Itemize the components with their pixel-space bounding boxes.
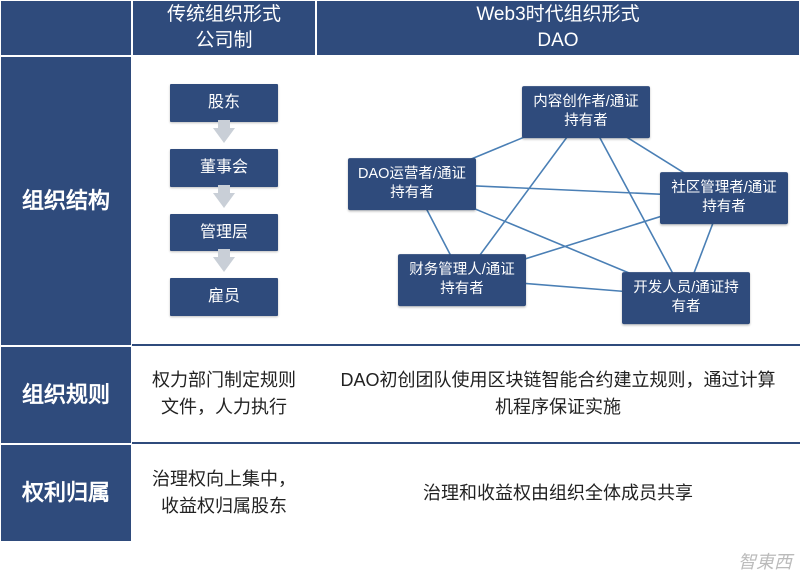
header-traditional: 传统组织形式公司制: [132, 0, 316, 56]
hierarchy-node: 管理层: [170, 214, 278, 252]
network-node: 内容创作者/通证持有者: [522, 86, 650, 138]
network-node: 社区管理者/通证持有者: [660, 172, 788, 224]
rowlabel-rules: 组织规则: [0, 346, 132, 444]
network-node: DAO运营者/通证持有者: [348, 158, 476, 210]
hierarchy-node: 董事会: [170, 149, 278, 187]
rules-traditional: 权力部门制定规则文件，人力执行: [132, 346, 316, 444]
rights-dao: 治理和收益权由组织全体成员共享: [316, 444, 800, 542]
network-node: 开发人员/通证持有者: [622, 272, 750, 324]
down-arrow-icon: [213, 257, 235, 272]
header-dao: Web3时代组织形式DAO: [316, 0, 800, 56]
hierarchy-node: 雇员: [170, 278, 278, 316]
rowlabel-structure: 组织结构: [0, 56, 132, 346]
down-arrow-icon: [213, 128, 235, 143]
network-diagram: 内容创作者/通证持有者 DAO运营者/通证持有者 社区管理者/通证持有者财务管理人/…: [316, 56, 800, 346]
rules-dao: DAO初创团队使用区块链智能合约建立规则，通过计算机程序保证实施: [316, 346, 800, 444]
comparison-table: 传统组织形式公司制 Web3时代组织形式DAO 组织结构 股东董事会管理层雇员 …: [0, 0, 800, 542]
down-arrow-icon: [213, 193, 235, 208]
hierarchy-node: 股东: [170, 84, 278, 122]
rights-traditional: 治理权向上集中，收益权归属股东: [132, 444, 316, 542]
hierarchy-diagram: 股东董事会管理层雇员: [132, 56, 316, 346]
network-node: 财务管理人/通证持有者: [398, 254, 526, 306]
watermark: 智東西: [738, 548, 792, 574]
rowlabel-rights: 权利归属: [0, 444, 132, 542]
header-empty: [0, 0, 132, 56]
